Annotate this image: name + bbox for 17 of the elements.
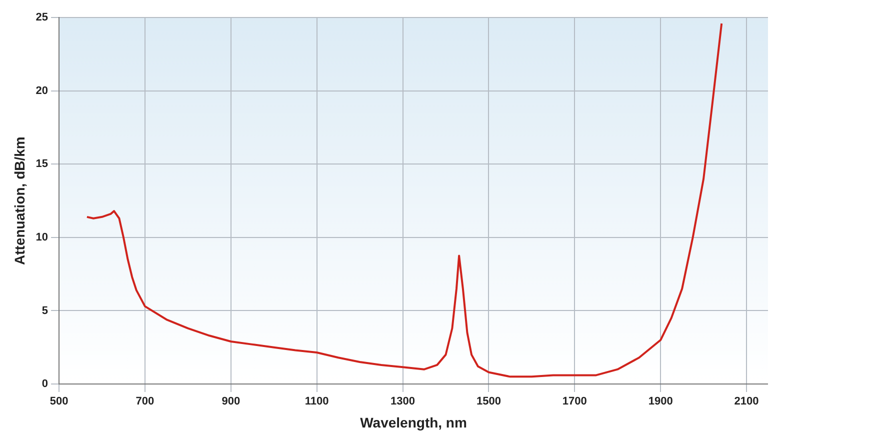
y-tick-label: 15 — [36, 158, 48, 170]
y-tick-label: 20 — [36, 84, 48, 97]
x-tick-label: 1900 — [648, 396, 673, 408]
x-tick-label: 1300 — [390, 396, 416, 408]
x-tick-label: 900 — [222, 396, 240, 408]
x-tick-label: 1100 — [304, 396, 329, 408]
y-tick-label: 25 — [36, 12, 48, 24]
y-tick-label: 0 — [42, 378, 48, 390]
x-tick-label: 1700 — [562, 396, 587, 408]
x-tick-label: 1500 — [476, 396, 501, 408]
y-tick-label: 5 — [42, 304, 48, 317]
y-tick-label: 10 — [36, 231, 48, 244]
x-tick-label: 500 — [50, 396, 68, 408]
x-axis-title: Wavelength, nm — [360, 414, 467, 430]
x-tick-label: 2100 — [734, 396, 759, 408]
y-axis-title: Attenuation, dB/km — [11, 136, 28, 265]
x-tick-label: 700 — [136, 396, 154, 408]
